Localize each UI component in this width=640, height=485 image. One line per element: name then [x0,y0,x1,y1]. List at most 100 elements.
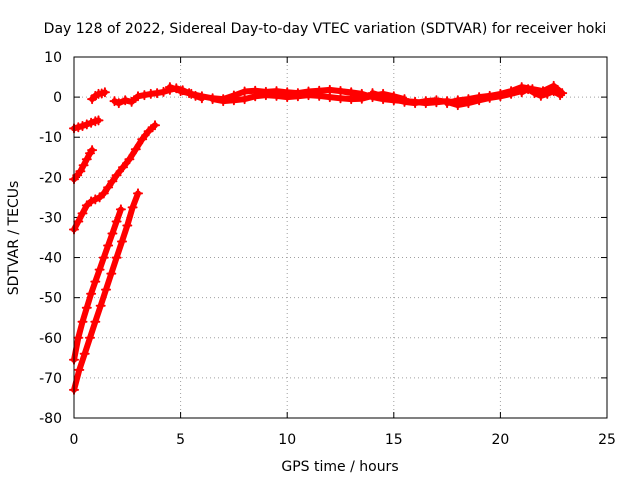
data-point [303,90,314,101]
data-point [78,160,89,171]
x-tick-label: 0 [70,432,79,448]
data-point [126,96,137,107]
y-tick-label: -40 [39,251,62,267]
data-point [86,117,97,128]
data-point [271,90,282,101]
data-point [431,95,442,106]
plot-frame [73,56,608,419]
data-point [81,200,92,211]
data-point [420,96,431,107]
data-point [81,119,92,130]
x-tick-label: 25 [598,432,616,448]
data-point [94,264,105,275]
data-point [506,86,517,97]
data-point [73,216,84,227]
data-point [346,87,357,98]
data-point [113,98,124,109]
data-point [463,94,474,105]
data-point [85,332,95,343]
y-tick-label: -30 [39,210,62,226]
y-tick-label: -50 [39,291,62,307]
y-tick-label: -10 [39,130,62,146]
data-point [139,90,150,101]
data-point [314,90,325,101]
data-point [137,134,148,145]
data-point [529,88,540,99]
data-point [207,94,218,105]
y-tick-label: -80 [39,411,62,427]
data-point [218,96,229,107]
data-point [196,91,207,102]
data-point [150,120,160,131]
x-tick-label: 15 [385,432,403,448]
data-point [523,84,534,95]
data-point [474,92,485,103]
data-point [356,88,367,99]
data-point [542,88,553,99]
data-point [410,98,421,109]
data-point [124,154,135,165]
data-point [107,176,118,187]
data-point [228,95,239,106]
data-point [74,364,85,375]
data-point [164,82,175,93]
data-point [95,300,106,311]
data-point [535,90,546,101]
data-point [495,88,506,99]
x-tick-label: 10 [278,432,296,448]
data-point [367,88,378,99]
data-point [516,87,527,98]
axis-ticks: -80 -70 -60 -50 -40 -30 -20 -10 0 10 0 5 10 15 20 25 [39,50,616,448]
chart-title: Day 128 of 2022, Sidereal Day-to-day VTE… [44,21,607,37]
data-point [77,208,88,219]
data-point [87,145,98,156]
data-point [484,90,495,101]
data-point [548,86,559,97]
data-point [81,154,92,165]
data-point [93,115,104,126]
data-point [94,192,105,203]
data-point [81,302,92,313]
data-point [103,182,114,193]
data-point [73,332,84,343]
data-point [186,88,197,99]
data-point [452,95,463,106]
data-point [442,98,453,109]
data-point [555,90,566,101]
data-point [130,144,141,155]
data-point [77,121,88,131]
data-point [106,268,117,279]
x-tick-label: 20 [491,432,509,448]
data-point [133,91,143,102]
data-point [324,92,335,103]
data-point [79,348,90,359]
data-point [292,91,303,102]
data-point [101,284,111,295]
data-point [75,166,86,177]
y-tick-label: 10 [44,50,62,66]
data-point [90,276,101,287]
data-point [143,126,154,137]
x-axis-label: GPS time / hours [281,459,398,475]
data-point [122,220,133,231]
data-point [103,240,114,251]
data-point [73,122,84,133]
data-point [133,188,143,199]
y-tick-label: -20 [39,170,62,186]
data-point [378,91,389,102]
data-point [335,86,346,97]
data-point [239,94,250,105]
data-point [399,96,410,107]
data-point [98,252,109,263]
y-tick-label: -60 [39,331,62,347]
data-point [120,95,131,106]
data-point [115,204,126,215]
data-point [158,86,169,97]
data-point [127,202,138,213]
grid-lines [74,57,607,418]
data-point [98,188,109,199]
data-point [99,87,110,98]
data-point [117,236,127,247]
